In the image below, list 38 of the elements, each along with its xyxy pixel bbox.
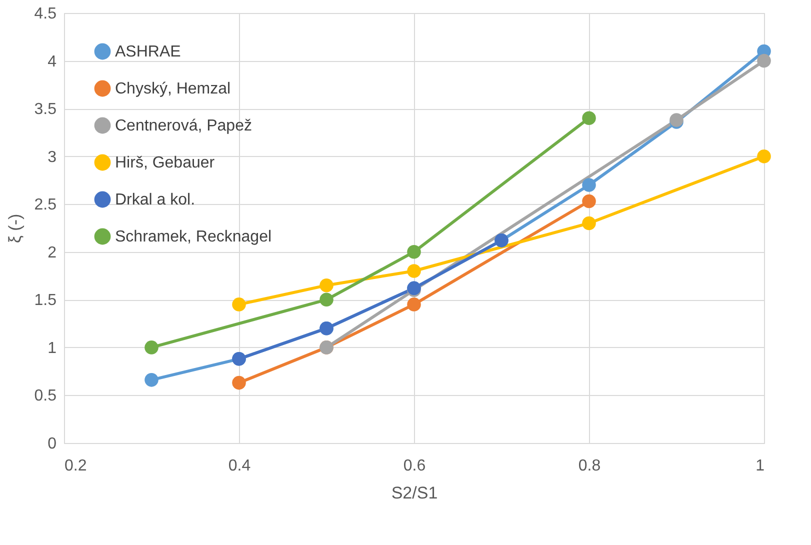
point	[320, 292, 334, 307]
y-tick-label: 3	[48, 148, 57, 166]
point	[144, 340, 158, 354]
y-tick-label: 3.5	[34, 101, 57, 118]
legend-label: Hirš, Gebauer	[115, 154, 216, 172]
y-tick-label: 0.5	[34, 388, 57, 405]
x-tick-label: 0.8	[578, 458, 601, 474]
y-axis-title: ξ (-)	[5, 214, 24, 244]
legend-label: Chyský, Hemzal	[115, 80, 231, 98]
point	[757, 149, 771, 164]
point	[407, 245, 421, 259]
x-tick-label: 0.2	[64, 458, 87, 474]
point	[407, 264, 421, 278]
point	[144, 373, 158, 387]
y-tick-label: 2.5	[34, 196, 57, 214]
point	[582, 194, 596, 208]
point	[582, 216, 596, 230]
y-tick-label: 4.5	[34, 6, 57, 22]
y-tick-label: 2	[48, 244, 57, 262]
y-tick-label: 0	[48, 436, 57, 452]
point	[232, 376, 246, 390]
point	[320, 278, 334, 292]
point	[757, 54, 771, 68]
x-tick-label: 1	[756, 458, 765, 474]
point	[407, 298, 421, 312]
y-tick-label: 4	[48, 53, 57, 70]
y-tick-label: 1.5	[34, 292, 57, 310]
point	[582, 178, 596, 192]
x-axis-title: S2/S1	[391, 484, 438, 502]
legend-label: ASHRAE	[115, 44, 181, 60]
x-tick-label: 0.6	[403, 458, 426, 474]
point	[232, 298, 246, 312]
point	[582, 111, 596, 125]
legend-label: Drkal a kol.	[115, 192, 196, 208]
legend-label: Schramek, Recknagel	[115, 228, 272, 246]
x-tick-label: 0.4	[228, 458, 251, 474]
legend-label: Centnerová, Papež	[115, 118, 252, 134]
y-tick-label: 1	[48, 340, 57, 357]
